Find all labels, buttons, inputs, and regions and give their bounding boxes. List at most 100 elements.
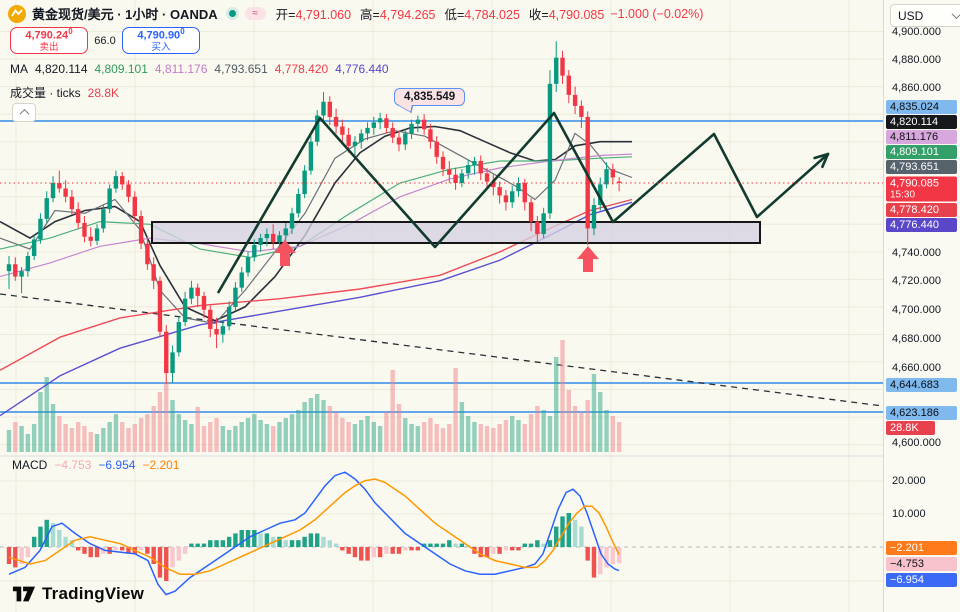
candle-body xyxy=(189,287,194,299)
candle-body xyxy=(19,271,24,277)
axis-price-badge: 4,811.176 xyxy=(886,130,957,144)
candle-body xyxy=(75,209,81,223)
volume-bar xyxy=(327,406,332,452)
ma-legend[interactable]: MA 4,820.114 4,809.101 4,811.176 4,793.651 4… xyxy=(10,62,396,76)
volume-bar xyxy=(409,424,414,452)
axis-price-badge: −4.753 xyxy=(886,557,957,571)
market-status-icon[interactable] xyxy=(225,7,239,20)
volume-bar xyxy=(151,406,156,452)
candle-body xyxy=(201,295,207,310)
volume-bar xyxy=(126,428,131,452)
volume-bar xyxy=(107,422,112,452)
macd-histogram-bar xyxy=(598,547,603,575)
candle-body xyxy=(333,116,339,127)
volume-bar xyxy=(377,426,383,452)
candle-body xyxy=(88,236,93,241)
up-arrow-marker[interactable] xyxy=(274,240,296,266)
candle-body xyxy=(132,196,137,217)
candle-body xyxy=(220,326,226,335)
volume-bar xyxy=(434,424,439,452)
macd-histogram-bar xyxy=(566,513,572,547)
candle-body xyxy=(252,244,257,258)
price-callout-label[interactable]: 4,835.549 xyxy=(394,88,466,106)
macd-histogram-bar xyxy=(346,547,351,554)
candle-body xyxy=(535,221,540,234)
candle-body xyxy=(138,216,144,244)
macd-histogram-bar xyxy=(528,543,534,547)
main-chart-canvas[interactable] xyxy=(0,0,883,612)
candle-body xyxy=(226,306,232,327)
volume-bar xyxy=(421,422,427,452)
volume-bar xyxy=(346,422,351,452)
macd-histogram-bar xyxy=(610,547,616,564)
volume-bar xyxy=(333,412,339,452)
volume-bar xyxy=(38,392,43,452)
volume-bar xyxy=(459,402,465,452)
volume-bar xyxy=(258,420,263,452)
candle-body xyxy=(308,141,314,171)
volume-bar xyxy=(321,400,326,452)
candle-body xyxy=(465,165,471,174)
candle-body xyxy=(283,228,288,236)
volume-bar xyxy=(289,414,295,452)
gold-symbol-icon[interactable] xyxy=(8,4,26,23)
candle-body xyxy=(302,170,307,195)
volume-bar xyxy=(308,398,314,452)
tradingview-watermark[interactable]: TradingView xyxy=(12,583,144,605)
macd-histogram-bar xyxy=(340,547,345,551)
currency-selector[interactable]: USD xyxy=(890,4,960,27)
approx-price-icon[interactable]: ≈ xyxy=(244,7,266,20)
macd-histogram-bar xyxy=(13,547,18,568)
candle-body xyxy=(547,83,553,214)
price-axis[interactable]: USD 4,900.000 4,880.000 4,860.000 4,740.000… xyxy=(883,0,960,612)
candle-body xyxy=(528,202,534,222)
macd-histogram-bar xyxy=(113,547,119,551)
macd-histogram-bar xyxy=(164,547,169,581)
candle-body xyxy=(440,156,446,170)
volume-bar xyxy=(113,414,119,452)
symbol-title[interactable]: 黄金现货/美元 · 1小时 · OANDA xyxy=(32,7,218,22)
legend-value: 4,776.440 xyxy=(335,62,389,76)
macd-histogram-bar xyxy=(616,547,622,564)
candle-body xyxy=(315,115,320,142)
macd-histogram-bar xyxy=(491,547,496,554)
candle-body xyxy=(214,328,219,335)
candle-body xyxy=(484,173,490,182)
axis-price-badge: −6.954 xyxy=(886,573,957,587)
volume-legend[interactable]: 成交量 · ticks 28.8K xyxy=(10,84,119,101)
ohlc-item: 低=4,784.025 xyxy=(444,8,520,22)
zigzag-projection-line[interactable] xyxy=(216,111,829,294)
volume-current-value: 28.8K xyxy=(87,85,120,100)
macd-histogram-bar xyxy=(396,547,402,554)
volume-bar xyxy=(88,432,93,452)
volume-bar xyxy=(19,426,24,452)
macd-histogram-bar xyxy=(403,547,408,551)
volume-bar xyxy=(579,412,584,452)
axis-tick: 4,880.000 xyxy=(892,54,941,66)
candle-body xyxy=(579,105,584,117)
volume-bar xyxy=(371,422,377,452)
sell-button[interactable]: 4,790.240 卖出 xyxy=(10,27,88,54)
macd-legend[interactable]: MACD −4.753 −6.954 −2.201 xyxy=(12,458,186,472)
collapse-pane-button[interactable] xyxy=(12,103,36,122)
candle-body xyxy=(321,101,326,116)
axis-price-badge: 4,790.085 15:30 xyxy=(886,176,957,202)
macd-histogram-bar xyxy=(75,547,81,551)
macd-histogram-bar xyxy=(138,547,144,551)
volume-bar xyxy=(572,406,578,452)
volume-bar xyxy=(547,416,553,452)
candle-body xyxy=(69,196,75,210)
volume-bar xyxy=(610,416,616,452)
up-arrow-marker[interactable] xyxy=(577,246,599,272)
tradingview-logo-icon xyxy=(12,586,36,602)
axis-price-badge: 4,820.114 xyxy=(886,115,957,129)
candle-body xyxy=(245,257,251,273)
buy-button[interactable]: 4,790.900 买入 xyxy=(122,27,200,54)
volume-bar xyxy=(75,422,81,452)
currency-label: USD xyxy=(898,8,924,23)
candle-body xyxy=(365,127,370,134)
macd-histogram-bar xyxy=(510,547,515,551)
candle-body xyxy=(57,182,62,189)
volume-bar xyxy=(277,422,282,452)
